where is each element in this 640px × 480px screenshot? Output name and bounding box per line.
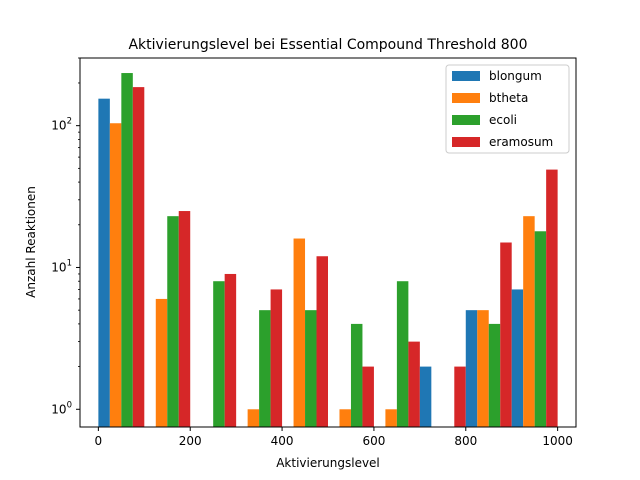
bar-ecoli-bin-4: [305, 310, 317, 427]
x-axis-label: Aktivierungslevel: [276, 456, 380, 470]
x-tick-label: 1000: [542, 434, 573, 448]
bar-ecoli-bin-0: [121, 73, 133, 428]
x-axis: 0 200 400 600 800 1000: [95, 427, 573, 448]
bar-ecoli-bin-9: [534, 231, 547, 427]
bar-ecoli-bin-6: [396, 281, 409, 427]
bar-eramosum-bin-9: [546, 169, 558, 427]
bars-group: [98, 73, 558, 428]
x-tick-label: 200: [179, 434, 202, 448]
legend-swatch-eramosum: [452, 137, 480, 147]
bar-blongum-bin-9: [511, 289, 524, 427]
bar-btheta-bin-3: [247, 409, 260, 427]
bar-btheta-bin-5: [339, 409, 351, 427]
bar-btheta-bin-1: [155, 298, 168, 427]
bar-eramosum-bin-2: [224, 273, 237, 427]
bar-btheta-bin-8: [477, 310, 489, 427]
bar-eramosum-bin-3: [270, 289, 283, 427]
bar-ecoli-bin-8: [488, 323, 501, 427]
chart-title: Aktivierungslevel bei Essential Compound…: [128, 37, 527, 53]
bar-blongum-bin-7: [419, 366, 432, 427]
legend-swatch-blongum: [452, 71, 480, 81]
x-tick-label: 0: [95, 434, 103, 448]
bar-eramosum-bin-5: [362, 366, 374, 427]
bar-eramosum-bin-7: [454, 366, 466, 427]
legend-label-eramosum: eramosum: [489, 135, 553, 149]
legend-label-ecoli: ecoli: [489, 113, 517, 127]
plot-frame: [79, 57, 577, 428]
bar-eramosum-bin-4: [316, 256, 328, 427]
x-tick-label: 600: [362, 434, 385, 448]
bar-eramosum-bin-6: [408, 341, 420, 427]
bar-btheta-bin-6: [385, 409, 397, 427]
bar-eramosum-bin-0: [132, 87, 145, 428]
bar-eramosum-bin-8: [500, 242, 512, 427]
bar-ecoli-bin-3: [259, 310, 271, 427]
x-tick-label: 400: [271, 434, 294, 448]
legend-swatch-btheta: [452, 93, 480, 103]
legend-label-btheta: btheta: [489, 91, 528, 105]
bar-ecoli-bin-1: [167, 216, 179, 427]
bar-btheta-bin-0: [109, 123, 122, 428]
bar-ecoli-bin-5: [350, 323, 363, 427]
x-tick-label: 800: [454, 434, 477, 448]
legend-swatch-ecoli: [452, 115, 480, 125]
bar-blongum-bin-0: [98, 98, 110, 427]
bar-blongum-bin-8: [465, 310, 478, 427]
bar-ecoli-bin-2: [213, 281, 225, 427]
legend: blongum btheta ecoli eramosum: [445, 64, 570, 154]
y-axis-label: Anzahl Reaktionen: [24, 186, 38, 298]
bar-btheta-bin-4: [293, 238, 306, 427]
bar-btheta-bin-9: [523, 216, 535, 427]
bar-eramosum-bin-1: [178, 211, 191, 427]
legend-box: [445, 64, 570, 154]
legend-label-blongum: blongum: [489, 69, 542, 83]
